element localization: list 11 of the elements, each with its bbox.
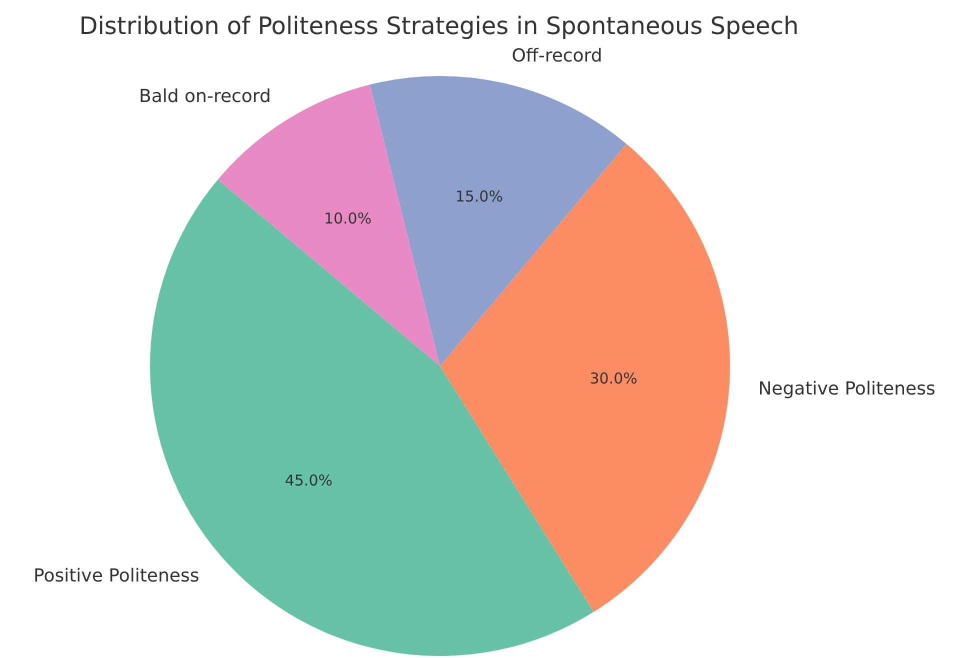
pie-slice [440, 144, 730, 612]
data-label: 30.0% [590, 369, 638, 388]
slice-label: Bald on-record [139, 86, 271, 107]
slice-label: Negative Politeness [758, 378, 936, 400]
data-label: 15.0% [455, 188, 503, 206]
slice-label: Positive Politeness [34, 566, 200, 587]
data-label: 10.0% [324, 210, 372, 228]
chart-title: Distribution of Politeness Strategies in Spontaneous Speech [79, 12, 799, 40]
data-label: 45.0% [284, 471, 333, 490]
pie-slice [370, 76, 626, 366]
slice-label: Off-record [512, 45, 602, 66]
